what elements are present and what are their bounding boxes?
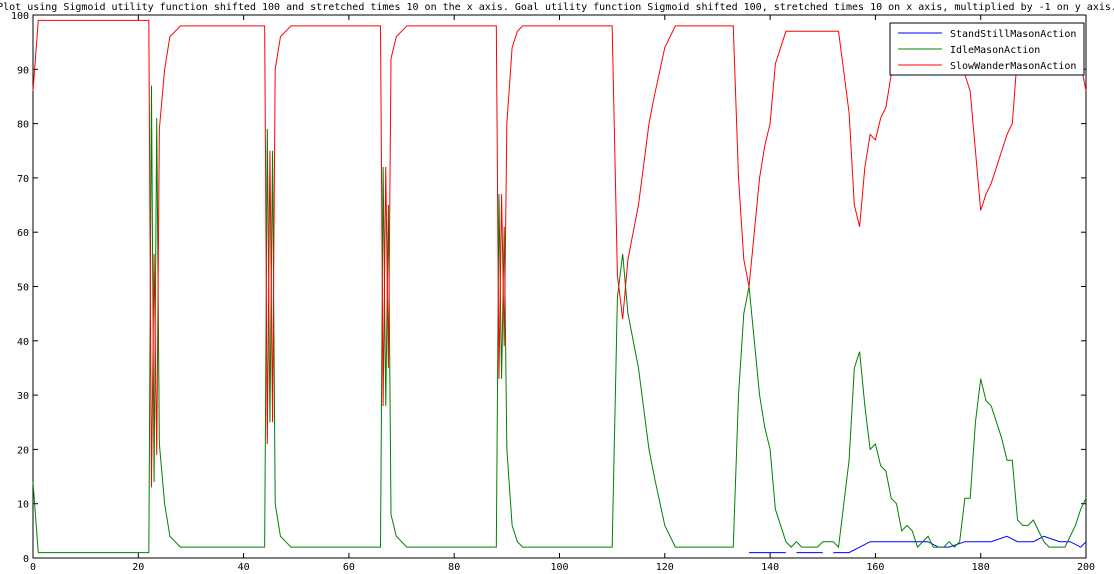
- y-tick-label: 50: [17, 283, 29, 294]
- y-tick-label: 30: [17, 391, 29, 402]
- x-tick-label: 0: [30, 562, 36, 573]
- series-lines: [32, 19, 1087, 554]
- y-tick-label: 0: [23, 554, 29, 565]
- plot-area: [32, 14, 1087, 559]
- x-tick-label: 200: [1077, 562, 1095, 573]
- x-tick-label: 40: [238, 562, 250, 573]
- legend: StandStillMasonAction IdleMasonAction Slow…: [889, 22, 1085, 76]
- x-tick-label: 120: [656, 562, 674, 573]
- y-tick-label: 80: [17, 120, 29, 131]
- series-line-slowwandermasonaction: [32, 19, 1087, 488]
- y-tick-label: 10: [17, 500, 29, 511]
- x-tick-label: 100: [550, 562, 568, 573]
- legend-label: SlowWanderMasonAction: [950, 61, 1076, 72]
- y-tick-label: 100: [11, 11, 29, 22]
- y-tick-label: 40: [17, 337, 29, 348]
- legend-label: IdleMasonAction: [950, 45, 1040, 56]
- x-tick-label: 140: [761, 562, 779, 573]
- legend-label: StandStillMasonAction: [950, 29, 1076, 40]
- x-tick-label: 180: [972, 562, 990, 573]
- y-tick-label: 70: [17, 174, 29, 185]
- chart-title: Plot using Sigmoid utility function shif…: [0, 2, 1114, 13]
- series-line-idlemasonaction: [32, 85, 1087, 554]
- x-tick-label: 160: [866, 562, 884, 573]
- series-line-standstillmasonaction: [833, 535, 1087, 554]
- y-tick-label: 90: [17, 65, 29, 76]
- x-tick-label: 60: [343, 562, 355, 573]
- y-tick-label: 20: [17, 445, 29, 456]
- x-tick-label: 80: [448, 562, 460, 573]
- axis-ticks: 0 20 40 60 80 100 120 140 160 180 200 0 10 20 30 40 50 60…: [11, 11, 1095, 573]
- y-tick-label: 60: [17, 228, 29, 239]
- x-tick-label: 20: [132, 562, 144, 573]
